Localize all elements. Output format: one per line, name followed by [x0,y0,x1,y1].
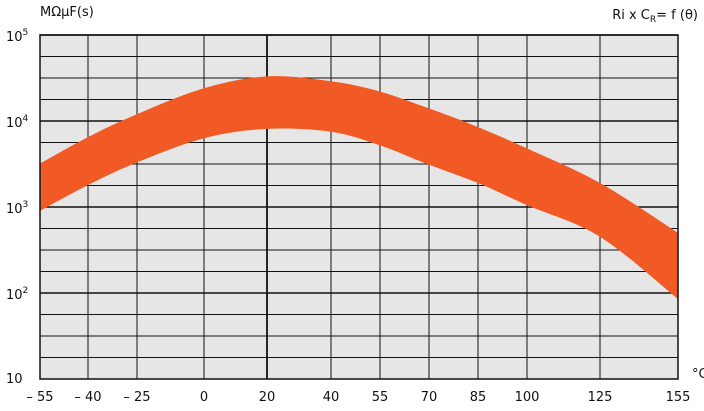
x-tick-label: 125 [588,390,613,405]
y-tick-label: 102 [6,286,28,303]
x-tick-label: – 55 [26,390,53,405]
x-tick-label: 70 [421,390,438,405]
y-tick-label: 104 [6,114,29,131]
value-band [40,76,678,300]
x-tick-label: 55 [372,390,389,405]
x-tick-label: 100 [515,390,540,405]
x-tick-label: – 40 [74,390,101,405]
y-tick-label: 10 [6,372,23,387]
grid-lines [39,34,679,379]
y-tick-labels: 10 102 103 104 105 [6,28,29,387]
y-tick-label: 105 [6,28,28,45]
formula-label: Ri x CR= f (θ) [612,8,698,25]
x-tick-label: 40 [323,390,340,405]
y-axis-label: MΩμF(s) [40,5,94,20]
y-tick-label: 103 [6,200,28,217]
x-tick-label: 85 [470,390,487,405]
x-tick-label: 20 [259,390,276,405]
x-tick-labels: – 55 – 40 – 25 0 20 40 55 70 85 100 125 155 [26,390,690,405]
x-axis-unit-label: °C [692,367,704,382]
plot-frame [39,34,679,380]
x-tick-label: 155 [666,390,691,405]
x-tick-label: 0 [200,390,208,405]
x-tick-label: – 25 [123,390,150,405]
